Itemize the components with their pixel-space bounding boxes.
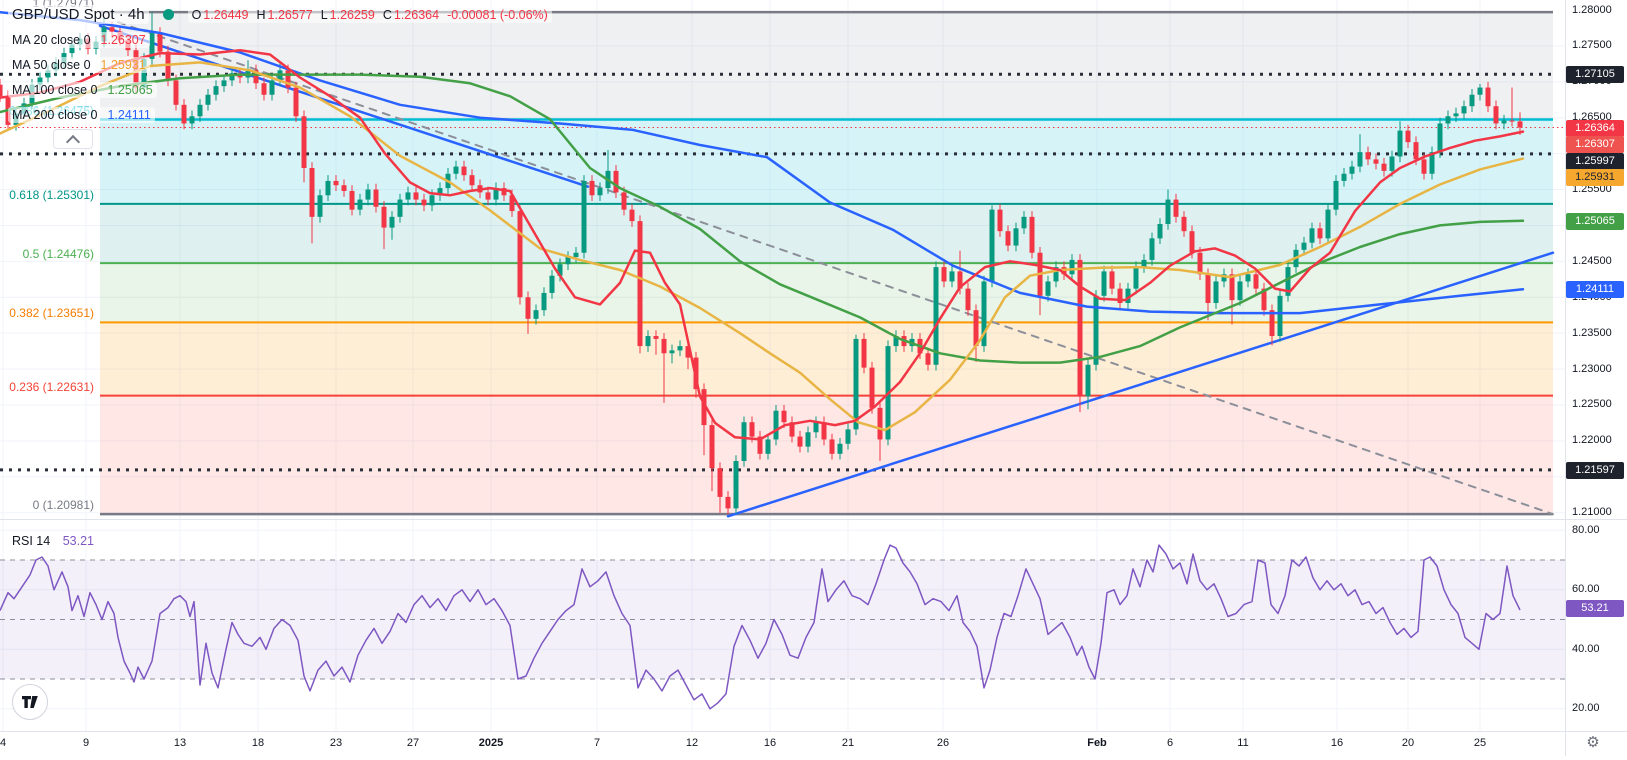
price-axis-badge: 1.27105 <box>1566 65 1624 83</box>
price-axis-label: 1.22500 <box>1572 398 1612 411</box>
chevron-up-icon <box>65 134 81 150</box>
time-axis-label: 4 <box>0 737 7 749</box>
close-label: C <box>382 7 392 22</box>
ma-legend-item[interactable]: MA 20 close 0 1.26307 <box>8 32 150 48</box>
ma-legend-value: 1.25931 <box>100 58 146 72</box>
price-axis-badge: 1.24111 <box>1566 280 1624 298</box>
price-axis-badge: 1.25997 <box>1566 152 1624 170</box>
rsi-axis-label: 60.00 <box>1572 583 1600 596</box>
price-axis-label: 1.28000 <box>1572 3 1612 16</box>
ma-legend-label: MA 50 close 0 <box>12 58 91 72</box>
time-axis-label: 7 <box>593 737 601 749</box>
price-axis-label: 1.23500 <box>1572 326 1612 339</box>
time-axis-label: 13 <box>173 737 187 749</box>
rsi-axis-label: 20.00 <box>1572 702 1600 715</box>
chart-legend: GBP/USD Spot · 4h O 1.26449 H 1.26577 L 1.262… <box>8 5 552 123</box>
close-value: 1.26364 <box>393 7 440 22</box>
fib-level-label: 0.5 (1.24476) <box>22 247 94 262</box>
time-axis-label: 21 <box>841 737 855 749</box>
time-axis-label: 23 <box>329 737 343 749</box>
price-axis-badge: 53.21 <box>1566 599 1624 617</box>
time-axis-label: 16 <box>1330 737 1344 749</box>
price-axis-label: 1.22000 <box>1572 434 1612 447</box>
rsi-indicator-label[interactable]: RSI 14 <box>12 534 51 548</box>
symbol-title[interactable]: GBP/USD Spot · 4h <box>8 5 149 24</box>
legend-collapse-button[interactable] <box>53 129 93 150</box>
price-axis-label: 1.21000 <box>1572 506 1612 519</box>
time-axis-label: 16 <box>763 737 777 749</box>
rsi-value: 53.21 <box>62 534 94 548</box>
time-axis-label: 26 <box>936 737 950 749</box>
rsi-axis-label: 40.00 <box>1572 642 1600 655</box>
fib-level-label: 0.236 (1.22631) <box>9 379 94 394</box>
ohlc-values: O 1.26449 H 1.26577 L 1.26259 C 1.26364 -0.00081… <box>187 6 552 23</box>
ma-legend-item[interactable]: MA 200 close 0 1.24111 <box>8 107 155 123</box>
price-axis-badge: 1.25065 <box>1566 212 1624 230</box>
price-axis-label: 1.27500 <box>1572 39 1612 52</box>
time-axis-label: 27 <box>406 737 420 749</box>
open-label: O <box>191 7 202 22</box>
low-value: 1.26259 <box>329 7 375 22</box>
price-axis-badge: 1.21597 <box>1566 461 1624 479</box>
price-axis-label: 1.24500 <box>1572 254 1612 267</box>
ma-legend-label: MA 20 close 0 <box>12 33 91 47</box>
symbol-header-row: GBP/USD Spot · 4h O 1.26449 H 1.26577 L 1.262… <box>8 5 552 24</box>
gear-icon[interactable]: ⚙ <box>1586 734 1600 751</box>
high-value: 1.26577 <box>267 7 313 22</box>
time-axis-label: 11 <box>1237 737 1249 749</box>
ma-legend-value: 1.25065 <box>107 83 153 97</box>
high-label: H <box>256 7 266 22</box>
time-axis-label: 2025 <box>478 737 504 749</box>
ma-legend-value: 1.26307 <box>100 33 146 47</box>
rsi-legend: RSI 14 53.21 <box>8 533 98 549</box>
low-label: L <box>320 7 328 22</box>
tradingview-logo[interactable] <box>12 684 48 720</box>
fib-level-label: 0.618 (1.25301) <box>9 187 94 202</box>
open-value: 1.26449 <box>203 7 249 22</box>
price-axis-badge: 1.25931 <box>1566 169 1624 186</box>
ma-legend-label: MA 200 close 0 <box>12 108 98 122</box>
price-axis-badge: 1.26307 <box>1566 136 1624 153</box>
price-axis-label: 1.25500 <box>1572 183 1612 196</box>
time-axis-label: 9 <box>82 737 90 749</box>
time-axis-label: 12 <box>685 737 699 749</box>
tradingview-logo-icon <box>22 696 38 708</box>
change-value: -0.00081 (-0.06%) <box>447 7 548 22</box>
time-axis-label: 20 <box>1401 737 1415 749</box>
time-axis-label: 6 <box>1166 737 1174 749</box>
price-axis-label: 1.23000 <box>1572 362 1612 375</box>
market-status-icon <box>162 9 174 20</box>
ma-legend-item[interactable]: MA 50 close 0 1.25931 <box>8 57 150 73</box>
time-axis-label: Feb <box>1087 737 1107 749</box>
time-axis-label: 25 <box>1473 737 1487 749</box>
ma-legend-label: MA 100 close 0 <box>12 83 98 97</box>
price-axis-badge: 1.26364 <box>1566 119 1624 137</box>
fib-level-label: 0 (1.20981) <box>32 498 94 513</box>
time-axis-label: 18 <box>251 737 265 749</box>
rsi-axis-label: 80.00 <box>1572 523 1600 536</box>
ma-legend-value: 1.24111 <box>107 108 151 122</box>
fib-level-label: 0.382 (1.23651) <box>9 306 94 321</box>
ma-legend-item[interactable]: MA 100 close 0 1.25065 <box>8 82 157 98</box>
